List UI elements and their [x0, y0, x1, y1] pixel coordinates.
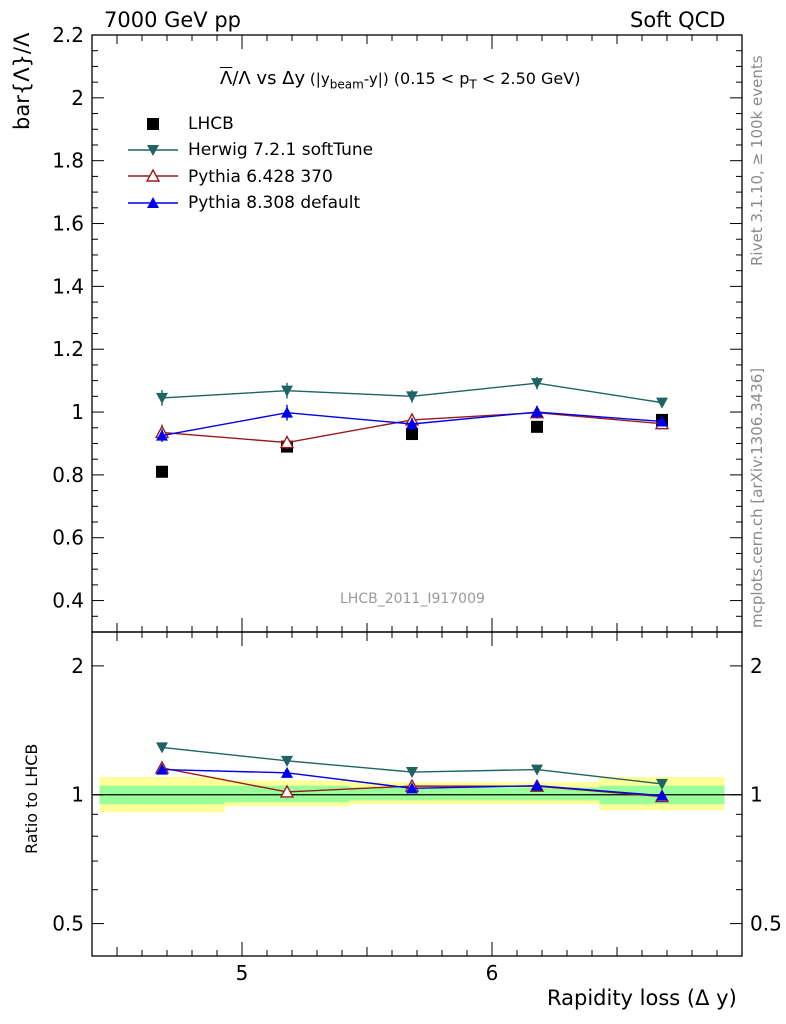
main-data-point	[281, 406, 293, 418]
ratio-data-point	[156, 742, 168, 754]
main-data-point	[406, 417, 418, 429]
legend-marker	[147, 118, 159, 130]
ratio-ytick-label: 0.5	[52, 912, 84, 936]
ratio-ytick-label-right: 2	[750, 654, 763, 678]
main-data-point	[656, 397, 668, 409]
title-paren-post: -y|)	[363, 70, 389, 88]
header-left: 7000 GeV pp	[104, 8, 242, 32]
main-data-point	[531, 406, 543, 418]
main-data-point	[531, 378, 543, 390]
ratio-band-inner	[349, 787, 475, 801]
main-ytick-label: 0.6	[52, 526, 84, 550]
legend-markers	[128, 118, 178, 208]
legend-label-pythia6: Pythia 6.428 370	[188, 167, 333, 187]
title-paren-pre: (|y	[305, 70, 330, 88]
ratio-data-point	[156, 763, 168, 775]
ratio-ytick-label-right: 0.5	[750, 912, 782, 936]
ratio-data-point	[531, 779, 543, 791]
xtick-label: 5	[236, 961, 249, 985]
main-data-point	[156, 465, 168, 478]
plot-title: Λ/Λ vs Δy (|ybeam-y|) (0.15 < pT < 2.50 …	[220, 68, 580, 92]
ratio-ytick-label: 1	[71, 783, 84, 807]
main-data-point	[281, 385, 293, 397]
main-ytick-label: 1.6	[52, 212, 84, 236]
main-panel-series	[154, 376, 670, 478]
ratio-series-line	[161, 746, 663, 785]
main-ytick-label: 1.4	[52, 274, 84, 298]
xtick-label: 6	[486, 961, 499, 985]
ratio-y-axis-label: Ratio to LHCB	[22, 743, 41, 854]
header-right: Soft QCD	[630, 8, 726, 32]
ratio-ytick-label: 2	[71, 654, 84, 678]
legend-marker	[147, 197, 159, 208]
rivet-label: Rivet 3.1.10, ≥ 100k events	[748, 55, 766, 266]
ratio-data-point	[406, 782, 418, 794]
ratio-data-point	[281, 766, 293, 778]
ratio-data-point	[656, 789, 668, 801]
title-range-pre: (0.15 < p	[388, 69, 470, 88]
main-y-axis-label: bar{Λ}/Λ	[10, 32, 34, 130]
title-range-post: < 2.50 GeV)	[476, 69, 581, 88]
ratio-data-point	[406, 767, 418, 779]
ratio-panel-ticks	[91, 632, 743, 956]
legend-label-herwig: Herwig 7.2.1 softTune	[188, 140, 374, 160]
main-ytick-label: 2.2	[52, 23, 84, 47]
main-data-point	[156, 392, 168, 404]
mcplots-label: mcplots.cern.ch [arXiv:1306.3436]	[748, 367, 766, 628]
main-panel-ticks	[91, 34, 743, 633]
title-range-sub: T	[469, 77, 477, 92]
analysis-watermark: LHCB_2011_I917009	[340, 591, 485, 607]
ratio-band-inner	[474, 787, 600, 801]
tick-labels: 0.4 0.6 0.8 1 1.2 1.4 1.6 1.8 2 2.2 0.5 0.5 1 1 2 2 5 6	[52, 23, 782, 985]
legend-marker	[147, 145, 159, 156]
ratio-data-point	[531, 764, 543, 776]
main-ytick-label: 1	[71, 400, 84, 424]
main-data-point	[406, 391, 418, 403]
legend-label-pythia8: Pythia 8.308 default	[188, 193, 361, 213]
main-data-point	[531, 420, 543, 433]
title-paren-sub: beam	[329, 77, 364, 92]
ratio-ytick-label-right: 1	[750, 783, 763, 807]
legend-marker	[145, 168, 161, 182]
ratio-data-point	[279, 784, 295, 798]
main-data-point	[406, 428, 418, 441]
main-data-point	[156, 429, 168, 441]
x-axis-label: Rapidity loss (Δ y)	[547, 986, 737, 1010]
main-ytick-label: 1.2	[52, 337, 84, 361]
main-ytick-label: 0.8	[52, 463, 84, 487]
main-data-point	[279, 435, 295, 449]
main-ytick-label: 2	[71, 86, 84, 110]
title-main: /Λ vs Δy	[232, 68, 306, 89]
main-ytick-label: 0.4	[52, 589, 84, 613]
ratio-panel-series	[154, 742, 670, 803]
legend-label-data: LHCB	[188, 114, 234, 134]
main-data-point	[656, 415, 668, 427]
ratio-data-point	[656, 778, 668, 790]
main-ytick-label: 1.8	[52, 149, 84, 173]
title-bar-lambda: Λ	[220, 68, 233, 89]
ratio-data-point	[281, 755, 293, 767]
